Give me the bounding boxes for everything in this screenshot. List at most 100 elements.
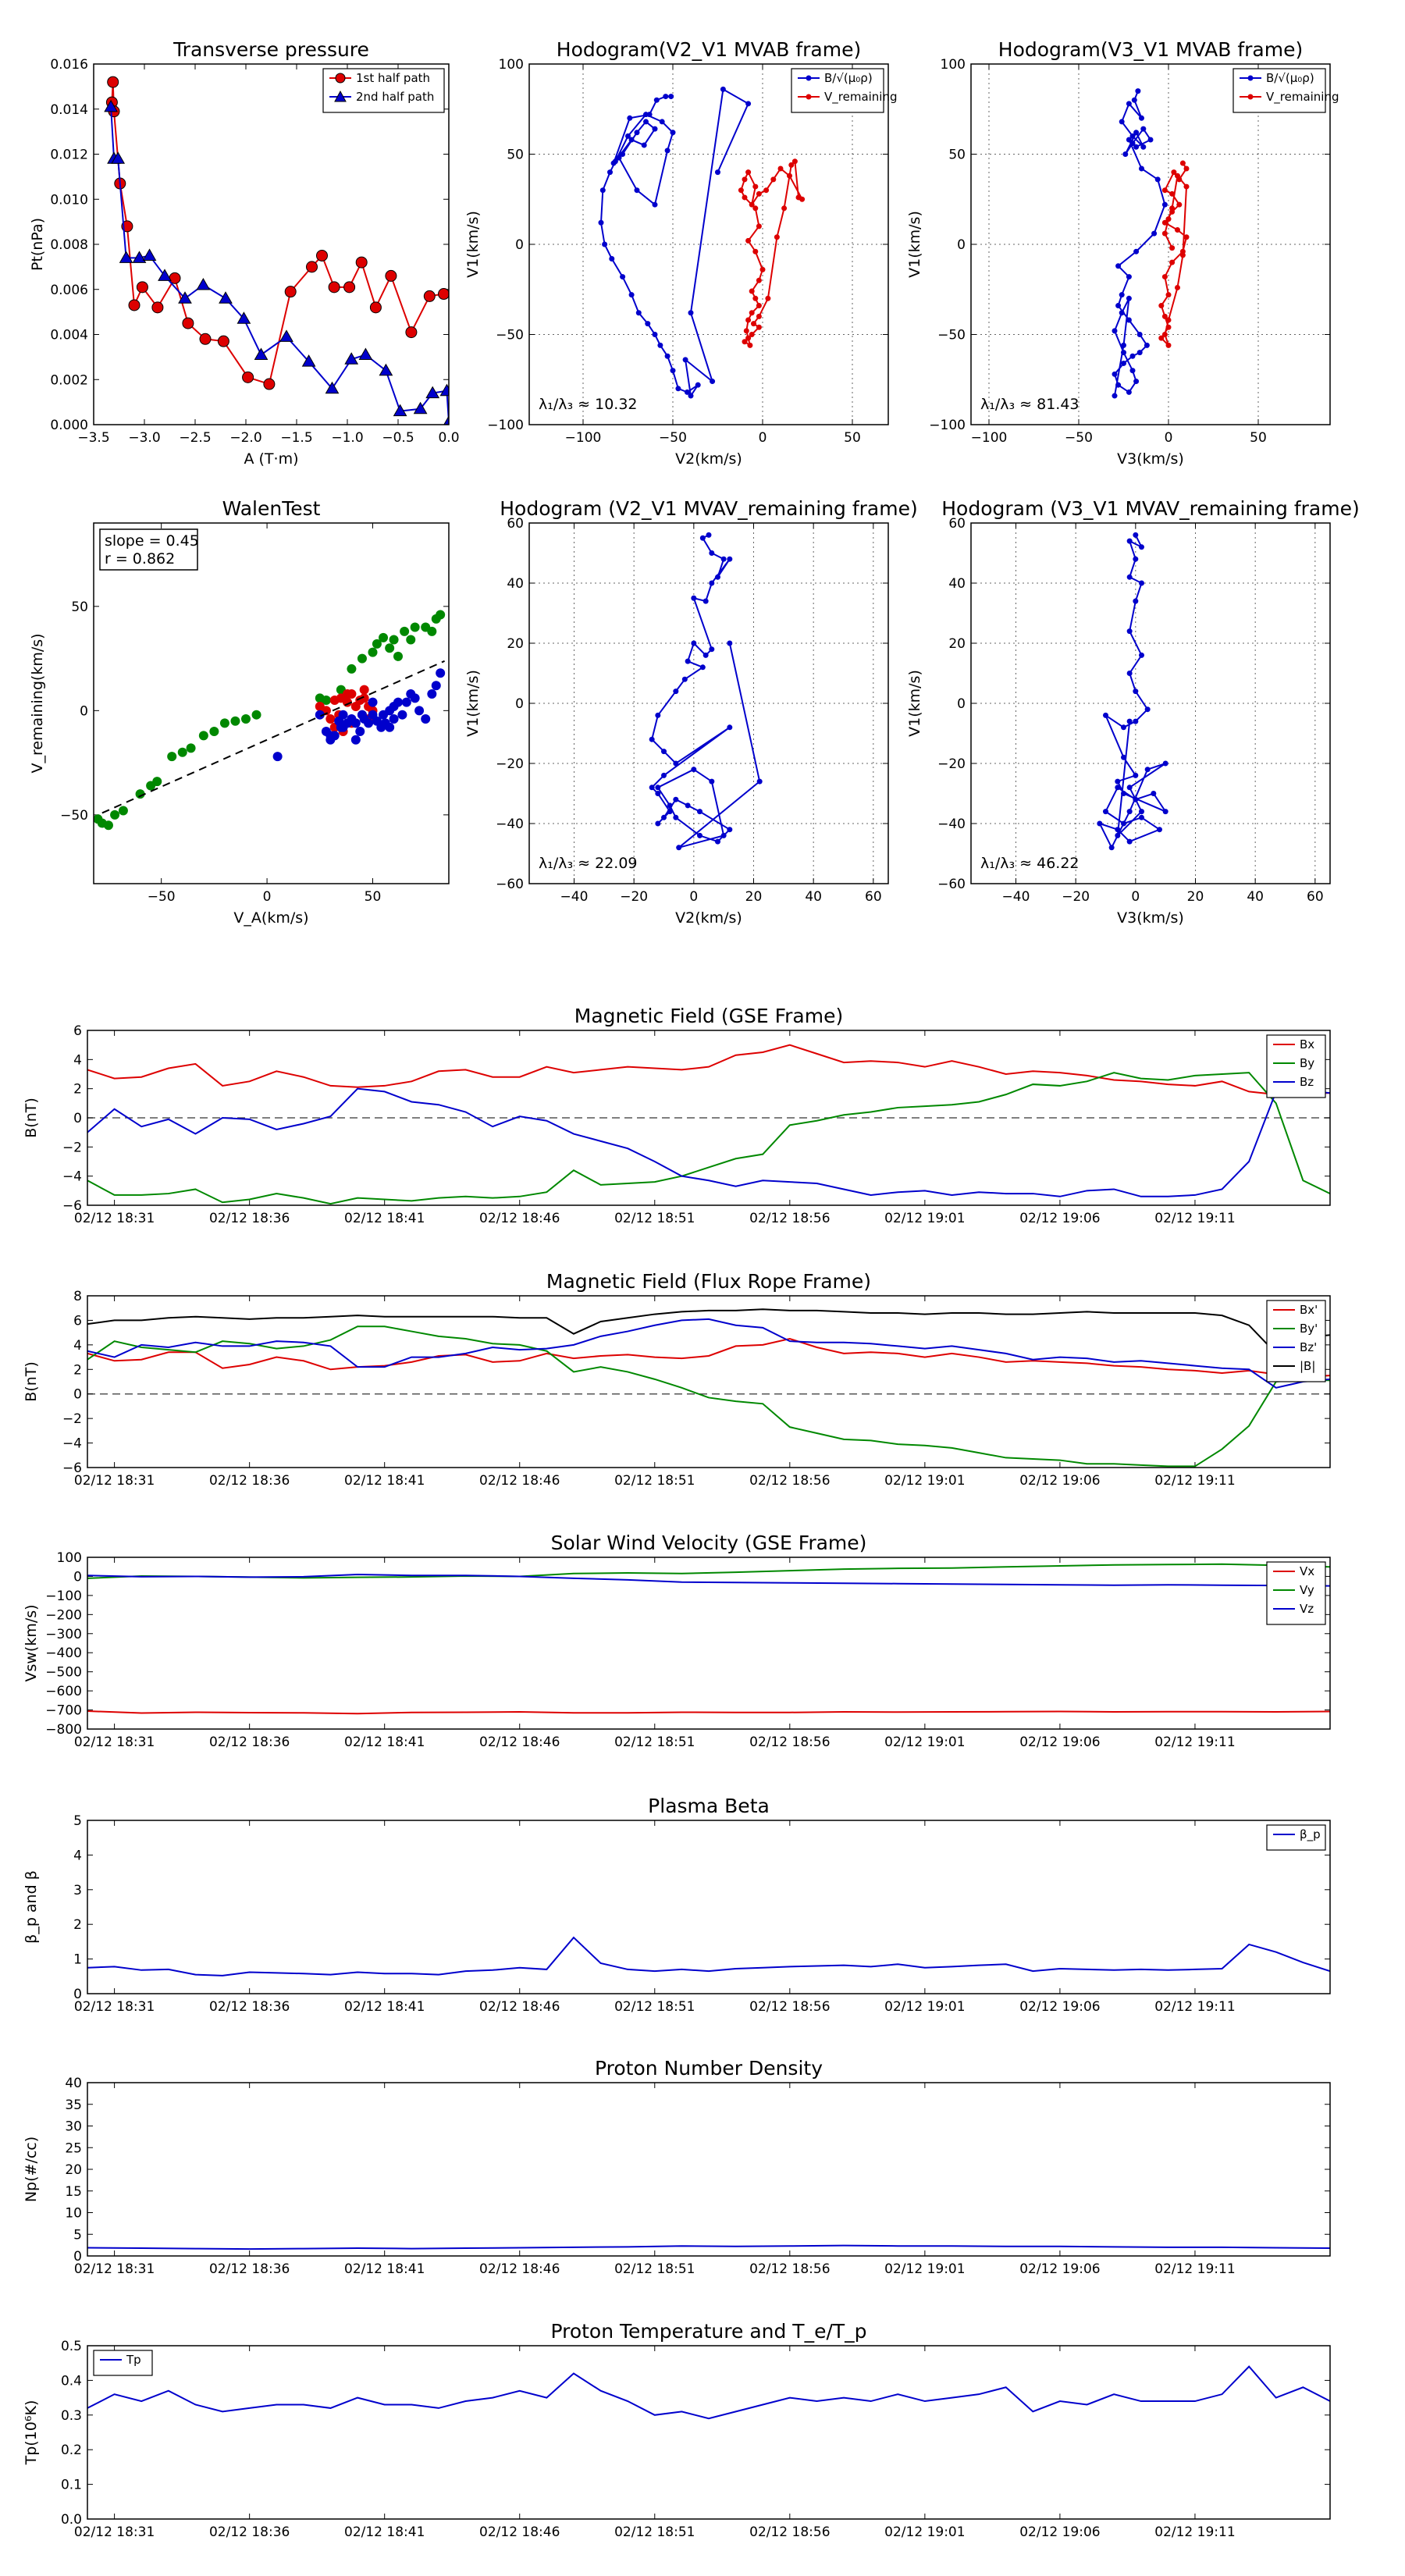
data-point (699, 664, 706, 671)
data-point (1147, 137, 1154, 143)
chart-title: Hodogram(V3_V1 MVAB frame) (998, 38, 1303, 61)
data-point (1161, 201, 1168, 208)
data-point (1121, 350, 1126, 356)
data-point (710, 379, 716, 385)
y-axis-label: Vsw(km/s) (23, 1604, 40, 1681)
y-tick-label: 100 (941, 57, 966, 73)
data-point (217, 335, 229, 347)
y-axis-label: V_remaining(km/s) (29, 633, 46, 773)
y-tick-label: 30 (65, 2119, 82, 2135)
legend: Vx Vy Vz (1266, 1561, 1326, 1625)
plot-area (87, 1296, 1330, 1468)
x-tick-label: 02/12 19:06 (1019, 2261, 1100, 2277)
data-point (1165, 317, 1172, 323)
x-tick-label: 02/12 19:11 (1154, 1999, 1235, 2015)
data-point (1139, 580, 1144, 586)
y-tick-label: 50 (948, 148, 966, 163)
chart-title: Magnetic Field (GSE Frame) (574, 1005, 843, 1027)
legend-box (1266, 1300, 1326, 1382)
data-point (756, 324, 762, 330)
series-group (87, 2365, 1330, 2420)
data-point (385, 269, 397, 282)
legend-label: Tp (126, 2353, 141, 2367)
data-point (1121, 754, 1126, 760)
data-point (1129, 368, 1136, 374)
data-point (1112, 328, 1118, 334)
legend-marker (335, 73, 346, 84)
data-point (720, 832, 727, 838)
series-line-By' (87, 1325, 1330, 1468)
data-point (1126, 317, 1132, 323)
data-point (111, 151, 126, 164)
data-point (625, 133, 631, 139)
y-tick-label: −50 (60, 808, 88, 824)
legend-label: Vz (1300, 1602, 1314, 1616)
data-point (747, 342, 753, 348)
data-point (756, 313, 762, 319)
y-tick-label: 15 (65, 2184, 82, 2200)
legend-box (93, 2350, 153, 2376)
data-point (664, 148, 670, 154)
data-point (745, 317, 752, 323)
data-point (358, 347, 373, 360)
x-axis-label: A (T·m) (244, 450, 298, 468)
data-point (745, 169, 752, 176)
data-point (1162, 809, 1168, 815)
y-tick-label: 6 (73, 1313, 82, 1329)
data-point (1169, 205, 1176, 212)
data-point (1115, 827, 1121, 833)
data-point (263, 378, 276, 390)
data-point (635, 310, 642, 316)
data-point (1126, 295, 1132, 301)
plot-frame (93, 522, 450, 884)
data-point (389, 714, 399, 724)
y-tick-label: 0.5 (61, 2339, 82, 2354)
data-point (1119, 310, 1125, 316)
data-point (770, 176, 777, 183)
data-point (1133, 130, 1140, 136)
data-point (393, 404, 407, 417)
legend-marker (806, 75, 812, 81)
x-tick-label: 02/12 18:41 (344, 2261, 425, 2277)
data-point (368, 647, 378, 657)
data-point (425, 386, 440, 399)
x-tick-label: 02/12 18:56 (749, 1999, 830, 2015)
data-point (752, 248, 759, 254)
data-point (1144, 342, 1150, 348)
data-point (1121, 791, 1126, 796)
y-axis-label: Pt(nPa) (29, 218, 46, 271)
data-point (752, 295, 759, 301)
data-point (1161, 187, 1168, 194)
data-point (1115, 382, 1122, 388)
legend-label: Bx (1300, 1037, 1314, 1051)
x-tick-label: 02/12 19:11 (1154, 1735, 1235, 1750)
y-tick-label: 50 (507, 148, 524, 163)
x-tick-label: 02/12 18:41 (344, 1473, 425, 1489)
series-line-s0 (1097, 534, 1168, 850)
data-point (756, 190, 762, 197)
data-point (1183, 183, 1190, 190)
data-point (301, 354, 316, 367)
data-point (439, 383, 449, 397)
x-tick-label: 02/12 18:51 (614, 1735, 695, 1750)
y-tick-label: 0 (515, 696, 524, 712)
data-point (1136, 332, 1143, 337)
data-point (357, 653, 367, 664)
data-point (763, 187, 770, 194)
x-tick-label: −20 (620, 889, 648, 905)
x-tick-label: 02/12 18:31 (74, 2524, 155, 2540)
data-point (379, 632, 389, 642)
data-point (110, 809, 120, 820)
series-group (1097, 532, 1168, 851)
legend-label: Bx' (1300, 1303, 1318, 1317)
data-point (652, 126, 658, 132)
y-tick-label: −100 (929, 418, 966, 433)
data-point (230, 716, 240, 726)
y-tick-label: 0 (73, 1387, 82, 1403)
data-point (355, 256, 368, 269)
x-tick-label: 02/12 18:31 (74, 1735, 155, 1750)
series-line-Bx (87, 1044, 1330, 1096)
chart-title: Proton Number Density (595, 2057, 823, 2080)
data-point (691, 595, 697, 601)
y-axis-label: β_p and β (23, 1870, 40, 1944)
